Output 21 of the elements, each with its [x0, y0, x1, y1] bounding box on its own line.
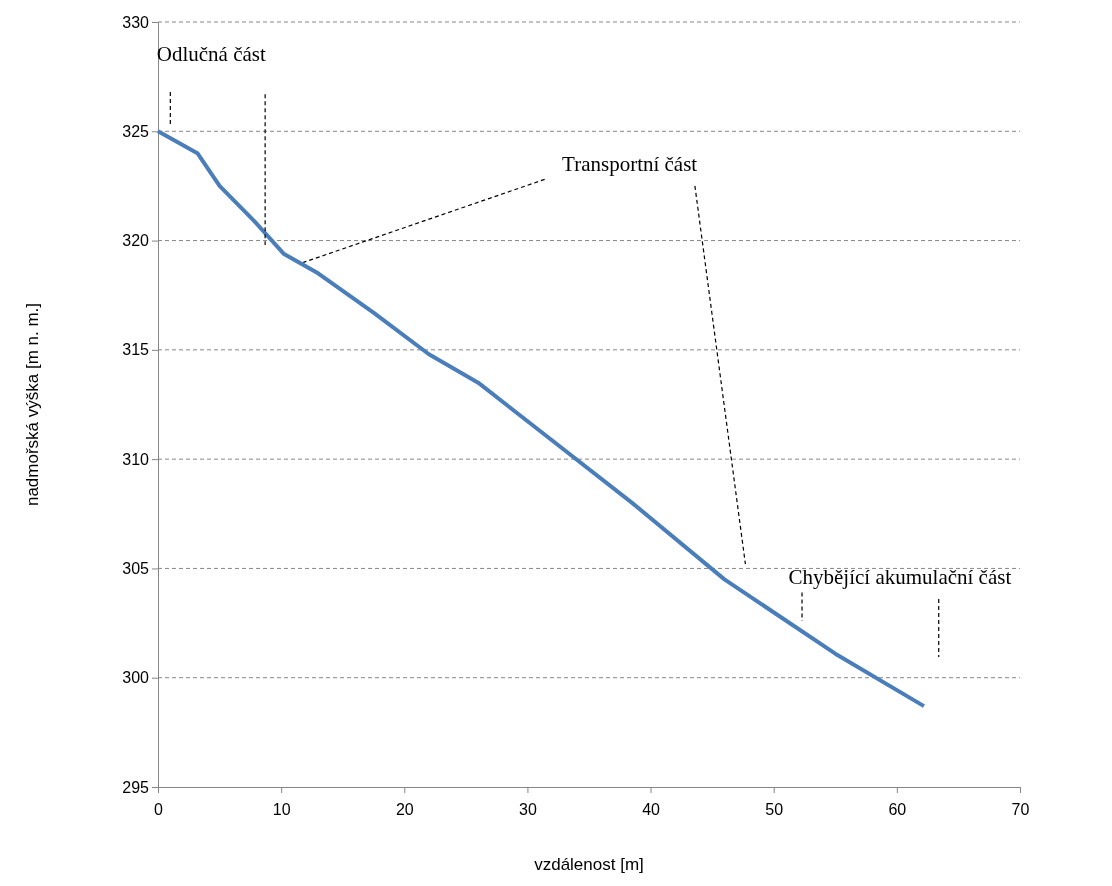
- x-tick-label: 30: [519, 801, 537, 819]
- x-axis-title: vzdálenost [m]: [534, 855, 644, 874]
- x-tick-label: 20: [395, 801, 414, 819]
- y-tick-label: 330: [122, 13, 150, 31]
- annotation: Odlučná část: [156, 42, 266, 67]
- annotation: Chybějící akumulační část: [788, 564, 1012, 589]
- y-tick-label: 315: [122, 341, 150, 359]
- x-tick-label: 10: [272, 801, 291, 819]
- y-axis-title: nadmořská výška [m n. m.]: [23, 302, 42, 507]
- y-tick-label: 295: [122, 778, 150, 796]
- x-tick-label: 60: [888, 801, 907, 819]
- x-tick-label: 70: [1011, 801, 1030, 819]
- x-tick-label: 50: [765, 801, 784, 819]
- y-tick-label: 310: [122, 450, 150, 468]
- annotation: Transportní část: [562, 151, 698, 176]
- y-tick-label: 320: [122, 232, 150, 250]
- y-tick-label: 325: [122, 122, 150, 140]
- x-tick-label: 40: [642, 801, 661, 819]
- x-tick-label: 0: [154, 801, 164, 819]
- y-tick-label: 300: [122, 669, 150, 687]
- y-tick-label: 305: [122, 560, 150, 578]
